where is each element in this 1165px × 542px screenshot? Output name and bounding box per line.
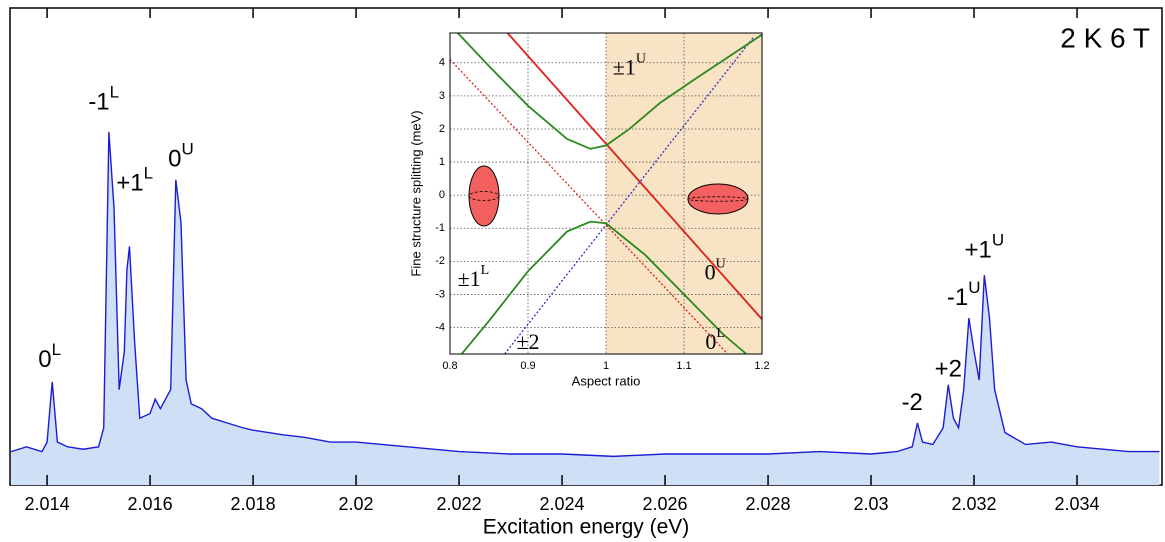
peak-label-sup: L [144,164,153,183]
x-tick-label: 0.9 [520,360,535,372]
y-tick-label: 2 [439,123,445,135]
peak-label-sup: U [992,231,1004,250]
curve [450,59,729,354]
x-tick-label: 2.022 [437,494,482,514]
x-tick-label: 2.026 [643,494,688,514]
y-tick-label: 0 [439,189,445,201]
peak-label-sup: L [110,83,119,102]
peak-label-main: +1 [116,170,143,197]
shape-icon [468,165,500,227]
peak-label-main: ±1 [613,54,636,79]
y-axis-label: Fine structure splitting (meV) [408,110,423,276]
peak-label-main: +2 [935,356,962,383]
peak-label-main: 0 [705,260,716,285]
peak-label: -1U [947,278,981,311]
curve [461,220,747,354]
x-tick-label: 2.024 [540,494,585,514]
peak-label: 0U [168,140,194,173]
x-tick-label: 1 [603,360,609,372]
x-tick-label: 2.018 [231,494,276,514]
peak-label: ±1U [613,52,646,80]
x-tick-label: 2.02 [339,494,374,514]
peak-label-main: ±2 [516,329,539,354]
x-tick-label: 1.1 [676,360,691,372]
peak-label-sup: L [481,263,490,278]
x-tick-label: 2.03 [854,494,889,514]
peak-label-main: -2 [902,389,923,416]
peak-label: -2 [902,389,923,416]
x-tick-label: 2.034 [1055,494,1100,514]
shape-icon [687,183,749,215]
peak-label: -1L [88,83,119,116]
x-tick-label: 2.028 [746,494,791,514]
condition-note: 2 K 6 T [1060,22,1150,53]
peak-label: ±2 [516,329,539,354]
peak-label-main: +1 [965,237,992,264]
shape-icon-equator [468,191,500,201]
y-tick-label: 4 [439,57,445,69]
spectrum-area [11,132,1160,485]
peak-label: 0L [705,326,725,354]
y-tick-label: -4 [435,321,445,333]
peak-label-sup: U [636,52,646,67]
x-tick-label: 0.8 [442,360,457,372]
peak-label-main: 0 [168,146,181,173]
x-tick-label: 1.2 [754,360,769,372]
y-tick-label: 1 [439,156,445,168]
y-tick-label: 3 [439,90,445,102]
peak-label-sup: U [182,140,194,159]
inset-frame [449,32,763,355]
shape-icon-equator [687,196,749,202]
peak-label: 0U [705,257,726,285]
peak-label: +1U [965,231,1005,264]
peak-label-main: -1 [88,89,109,116]
y-tick-label: -2 [435,255,445,267]
peak-label-sup: U [968,278,980,297]
peak-label-sup: L [716,326,725,341]
peak-label: 0L [38,340,61,373]
x-tick-label: 2.032 [952,494,997,514]
x-tick-label: 2.016 [128,494,173,514]
peak-label-main: 0 [38,346,51,373]
peak-label: ±1L [458,263,490,291]
peak-label-sup: L [52,340,61,359]
spectrum-line [10,131,1160,458]
peak-label: +1L [116,164,153,197]
curve [504,35,755,354]
peak-label-main: 0 [705,329,716,354]
x-axis-label: Aspect ratio [572,373,641,388]
peak-label-main: ±1 [458,266,481,291]
curve [457,33,762,150]
x-tick-label: 2.014 [25,494,70,514]
peak-label-sup: U [716,257,726,272]
x-axis-label: Excitation energy (eV) [483,516,690,539]
peak-label-main: -1 [947,284,968,311]
y-tick-label: -3 [435,288,445,300]
curve [506,33,762,320]
peak-label: +2 [935,356,962,383]
y-tick-label: -1 [435,222,445,234]
